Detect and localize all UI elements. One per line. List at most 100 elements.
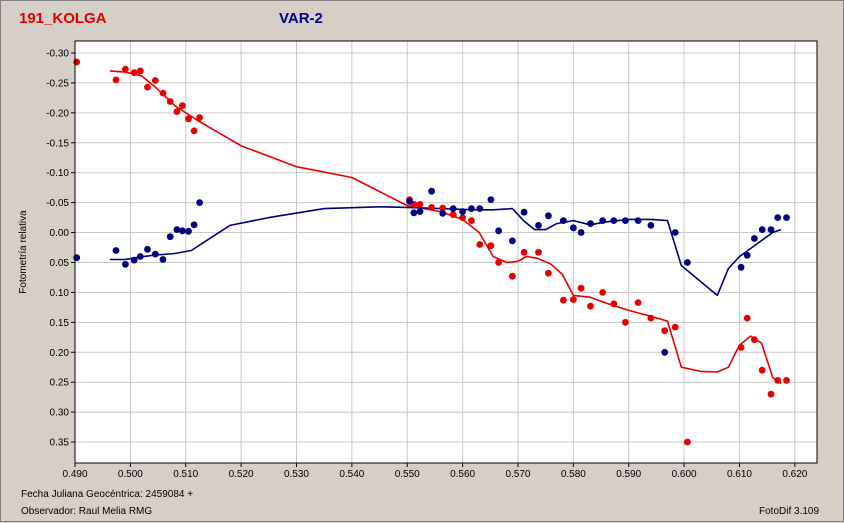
y-tick-label: -0.05: [46, 198, 69, 209]
x-tick-label: 0.500: [118, 469, 143, 480]
x-tick-label: 0.520: [229, 469, 254, 480]
comparison-data-point: [570, 224, 577, 232]
y-tick-label: 0.30: [50, 408, 70, 419]
variable-data-point: [112, 76, 120, 84]
variable-data-point: [647, 314, 655, 322]
variable-data-point: [495, 259, 502, 266]
comparison-data-point: [136, 253, 144, 260]
comparison-data-point: [190, 221, 198, 229]
comparison-data-point: [130, 256, 138, 264]
comparison-data-point: [185, 227, 192, 235]
x-tick-label: 0.530: [284, 469, 309, 480]
variable-data-point: [599, 289, 607, 296]
comparison-data-point: [468, 205, 475, 213]
variable-data-point: [535, 248, 542, 256]
x-tick-label: 0.570: [505, 469, 530, 480]
comparison-data-point: [671, 229, 679, 236]
comparison-data-point: [449, 205, 457, 213]
y-tick-label: -0.30: [46, 48, 69, 59]
software-version-label: FotoDif 3.109: [759, 506, 820, 517]
comparison-data-point: [535, 222, 542, 229]
comparison-data-point: [406, 198, 413, 205]
comparison-data-point: [634, 217, 642, 225]
variable-data-point: [570, 296, 577, 303]
variable-data-point: [73, 58, 81, 66]
comparison-data-point: [144, 245, 151, 253]
variable-data-point: [774, 377, 782, 384]
comparison-data-point: [428, 187, 435, 195]
variable-data-point: [783, 377, 790, 384]
comparison-data-point: [684, 259, 691, 266]
comparison-data-point: [783, 214, 790, 222]
comparison-data-point: [767, 226, 775, 234]
variable-data-point: [684, 438, 691, 446]
comparison-data-point: [495, 227, 502, 235]
comparison-data-point: [122, 260, 129, 268]
y-axis-label: Fotometría relativa: [18, 210, 29, 294]
comparison-data-point: [166, 233, 174, 241]
x-tick-label: 0.490: [62, 469, 87, 480]
variable-data-point: [767, 390, 775, 398]
variable-data-point: [509, 272, 516, 280]
y-tick-label: 0.25: [50, 378, 70, 389]
variable-data-point: [758, 366, 766, 374]
y-tick-label: -0.10: [46, 168, 69, 179]
y-tick-label: 0.00: [50, 228, 70, 239]
comparison-data-point: [758, 226, 766, 234]
variable-data-point: [185, 115, 192, 123]
star-name-title: 191_KOLGA: [19, 10, 107, 27]
plot-area: [75, 41, 817, 463]
y-tick-label: 0.05: [50, 258, 70, 269]
comparison-data-point: [661, 348, 669, 356]
comparison-data-point: [173, 226, 181, 234]
variable-data-point: [122, 65, 129, 73]
comparison-data-point: [476, 205, 484, 213]
comparison-data-point: [599, 217, 607, 225]
variable-data-point: [634, 299, 642, 306]
variable-data-point: [159, 89, 167, 97]
comparison-data-point: [587, 220, 594, 228]
variable-data-point: [459, 214, 466, 222]
y-tick-label: -0.25: [46, 78, 69, 89]
variable-data-point: [487, 242, 495, 250]
comparison-data-point: [545, 212, 552, 220]
variable-data-point: [439, 204, 447, 212]
variable-data-point: [166, 98, 174, 105]
comparison-data-point: [622, 217, 629, 225]
comparison-data-point: [737, 263, 745, 271]
variable-data-point: [196, 114, 204, 121]
variable-label-title: VAR-2: [279, 10, 323, 27]
comparison-data-point: [410, 209, 418, 217]
comparison-data-point: [743, 251, 751, 259]
variable-data-point: [577, 284, 585, 292]
variable-data-point: [151, 77, 159, 84]
variable-data-point: [416, 201, 424, 208]
comparison-data-point: [151, 250, 159, 258]
y-axis-ticks: -0.30 -0.25 -0.20 -0.15 -0.10 -0.05 0.00 0.05 0.…: [46, 48, 75, 449]
variable-data-point: [468, 217, 475, 225]
data-points: [73, 58, 790, 446]
x-tick-label: 0.590: [616, 469, 641, 480]
comparison-data-point: [577, 229, 585, 236]
variable-data-point: [190, 127, 198, 135]
comparison-data-point: [751, 235, 758, 242]
variable-data-point: [751, 336, 758, 344]
variable-data-point: [520, 248, 528, 256]
y-tick-label: -0.20: [46, 108, 69, 119]
variable-data-point: [743, 314, 751, 322]
y-tick-label: 0.35: [50, 438, 70, 449]
variable-data-point: [136, 67, 144, 75]
comparison-data-point: [159, 256, 167, 263]
variable-data-point: [130, 69, 138, 77]
comparison-data-point: [112, 247, 120, 254]
variable-data-point: [560, 296, 567, 304]
x-tick-label: 0.540: [339, 469, 364, 480]
x-tick-label: 0.610: [727, 469, 752, 480]
variable-data-point: [661, 327, 669, 335]
comparison-data-point: [196, 199, 204, 207]
variable-data-point: [476, 241, 484, 248]
x-tick-label: 0.560: [450, 469, 475, 480]
comparison-data-point: [179, 227, 186, 235]
